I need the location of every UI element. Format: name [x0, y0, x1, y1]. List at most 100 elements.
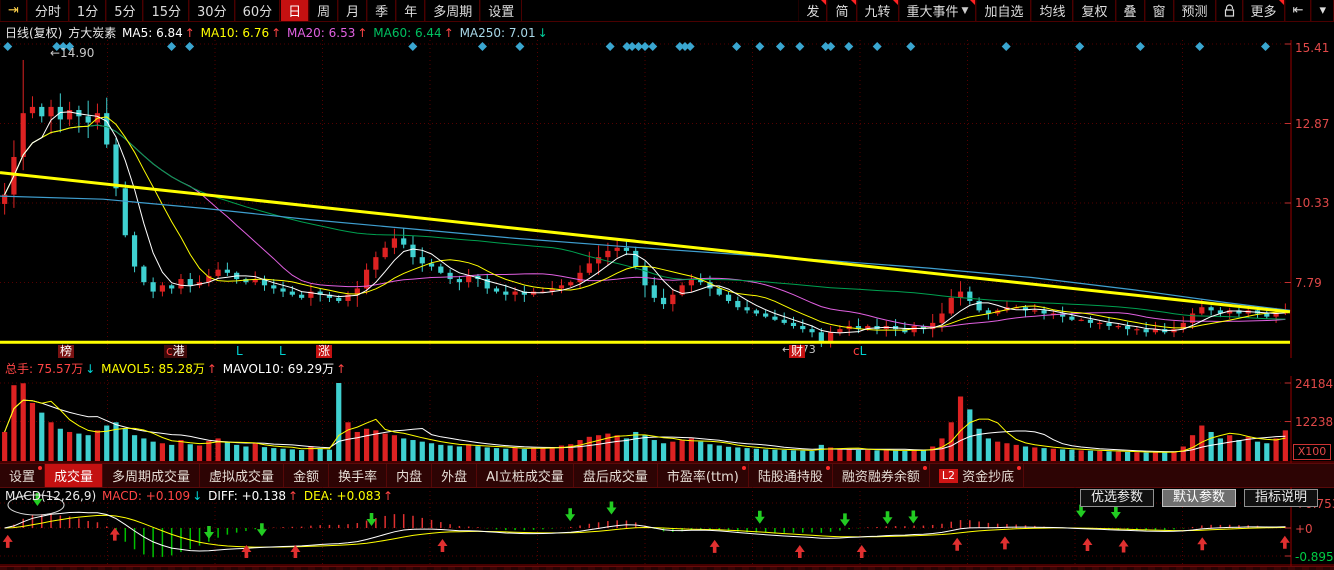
volume-legend-segment: MAVOL10: 69.29万	[218, 362, 335, 376]
event-marker[interactable]: 财	[789, 344, 806, 358]
event-marker[interactable]: 涨	[316, 344, 333, 358]
volume-legend-segment: MAVOL5: 85.28万	[97, 362, 205, 376]
period-tab-周[interactable]: 周	[309, 0, 339, 21]
tab-金额[interactable]: 金额	[284, 464, 330, 487]
skip-start-icon[interactable]: ⇤	[1284, 0, 1312, 21]
dropdown-caret-icon: ▼	[961, 5, 969, 16]
param-button-优选参数[interactable]: 优选参数	[1080, 489, 1155, 507]
event-marker-text: 港	[172, 344, 185, 358]
event-marker-text: 榜	[60, 344, 73, 358]
event-marker-text: c	[853, 344, 860, 358]
ma-legend-segment: MA20: 6.53	[283, 26, 356, 40]
event-marker[interactable]: L	[277, 345, 288, 358]
period-tab-月[interactable]: 月	[338, 0, 368, 21]
macd-legend-segment: DEA: +0.083	[300, 489, 381, 503]
period-tab-多周期[interactable]: 多周期	[425, 0, 481, 21]
price-axis-label: 10.33	[1295, 196, 1330, 210]
period-tab-日[interactable]: 日	[280, 0, 310, 21]
toolbar-spacer	[522, 0, 798, 21]
event-marker-text: L	[236, 344, 243, 358]
toolbar-button-窗[interactable]: 窗	[1144, 0, 1174, 21]
event-marker[interactable]: c港	[164, 345, 187, 358]
volume-bars	[2, 383, 1288, 461]
price-axis-label: 12.87	[1295, 117, 1330, 131]
macd-legend: MACD(12,26,9) MACD: +0.109 ↓ DIFF: +0.138…	[5, 489, 395, 504]
toolbar-button-重大事件[interactable]: 重大事件 ▼	[898, 0, 977, 21]
lock-glyph	[1224, 3, 1234, 17]
tab-成交量[interactable]: 成交量	[45, 464, 104, 487]
tab-设置[interactable]: 设置	[0, 464, 46, 487]
period-tab-30分[interactable]: 30分	[189, 0, 235, 21]
main-candlestick-chart[interactable]	[0, 40, 1334, 358]
tab-资金抄底[interactable]: L2 资金抄底	[930, 464, 1025, 487]
toolbar-button-九转[interactable]: 九转	[856, 0, 899, 21]
period-tab-15分[interactable]: 15分	[143, 0, 190, 21]
ma-legend-segment: ↑	[357, 26, 368, 40]
macd-legend-segment: ↑	[288, 489, 299, 503]
macd-legend-segment: MACD: +0.109	[101, 489, 191, 503]
candles	[2, 59, 1288, 348]
event-marker[interactable]: L	[234, 345, 245, 358]
ma-legend-segment: ↑	[184, 26, 195, 40]
macd-crossover-ellipse	[7, 494, 65, 516]
event-marker-row: 榜 c港 L L 涨财 cL	[0, 345, 1290, 359]
toolbar-button-均线[interactable]: 均线	[1031, 0, 1074, 21]
toolbar-button-加自选[interactable]: 加自选	[976, 0, 1032, 21]
tab-换手率[interactable]: 换手率	[329, 464, 388, 487]
tab-融资融券余额[interactable]: 融资融券余额	[833, 464, 930, 487]
macd-legend-segment: ↑	[382, 489, 394, 503]
tab-市盈率(ttm)[interactable]: 市盈率(ttm)	[658, 464, 749, 487]
event-marker-text: 涨	[318, 344, 331, 358]
toolbar-button-发[interactable]: 发	[798, 0, 828, 21]
collapse-panel-icon[interactable]: ⇥	[0, 0, 27, 21]
toolbar-button-更多[interactable]: 更多	[1242, 0, 1285, 21]
toolbar-button-简[interactable]: 简	[827, 0, 857, 21]
period-tab-1分[interactable]: 1分	[68, 0, 107, 21]
ma-legend-segment: MA60: 6.44	[369, 26, 442, 40]
ma-legend-segment: MA250: 7.01	[455, 26, 536, 40]
lock-icon[interactable]	[1215, 0, 1243, 21]
tab-盘后成交量[interactable]: 盘后成交量	[574, 464, 658, 487]
macd-legend-segment: DIFF: +0.138	[204, 489, 286, 503]
period-tab-季[interactable]: 季	[367, 0, 397, 21]
toolbar-button-叠[interactable]: 叠	[1115, 0, 1145, 21]
high-price-annotation: ←14.90	[50, 46, 95, 60]
ma-legend-segment: ↑	[271, 26, 282, 40]
period-tab-分时[interactable]: 分时	[26, 0, 69, 21]
period-tab-5分[interactable]: 5分	[106, 0, 144, 21]
price-axis-label: 15.41	[1295, 41, 1330, 55]
tab-多周期成交量[interactable]: 多周期成交量	[103, 464, 201, 487]
tab-AI立桩成交量[interactable]: AI立桩成交量	[477, 464, 574, 487]
event-marker[interactable]: cL	[851, 345, 868, 358]
macd-signal-arrows	[2, 493, 1290, 558]
ma-legend: 日线(复权) 方大炭素 MA5: 6.84 ↑ MA10: 6.76 ↑ MA20:…	[5, 24, 550, 40]
period-tab-年[interactable]: 年	[396, 0, 426, 21]
dropdown-icon[interactable]: ▾	[1311, 0, 1334, 21]
toolbar-button-复权[interactable]: 复权	[1073, 0, 1116, 21]
volume-chart[interactable]	[0, 376, 1334, 463]
volume-unit-label: X100	[1293, 444, 1331, 460]
volume-legend-segment: ↑	[336, 362, 347, 376]
tab-内盘[interactable]: 内盘	[387, 464, 433, 487]
tab-陆股通持股[interactable]: 陆股通持股	[749, 464, 833, 487]
bottom-date-strip	[0, 566, 1334, 570]
tab-外盘[interactable]: 外盘	[432, 464, 478, 487]
macd-axis-min-label: -0.895	[1295, 550, 1334, 564]
volume-legend-segment: ↑	[206, 362, 217, 376]
ma-legend-segment: 日线(复权)	[5, 26, 63, 40]
event-marker-text: 财	[791, 344, 804, 358]
macd-chart[interactable]	[0, 487, 1334, 566]
event-marker[interactable]: 榜	[58, 344, 75, 358]
tab-虚拟成交量[interactable]: 虚拟成交量	[200, 464, 285, 487]
period-tab-设置[interactable]: 设置	[480, 0, 523, 21]
param-button-指标说明[interactable]: 指标说明	[1244, 489, 1319, 507]
toolbar-button-预测[interactable]: 预测	[1173, 0, 1216, 21]
ma-legend-segment: ↑	[443, 26, 454, 40]
period-tab-60分[interactable]: 60分	[234, 0, 281, 21]
macd-legend-segment: MACD(12,26,9)	[5, 489, 100, 503]
volume-legend-segment: ↓	[85, 362, 96, 376]
l2-badge: L2	[938, 468, 959, 483]
ma-legend-segment: MA5: 6.84	[122, 26, 183, 40]
param-button-默认参数[interactable]: 默认参数	[1162, 489, 1237, 507]
